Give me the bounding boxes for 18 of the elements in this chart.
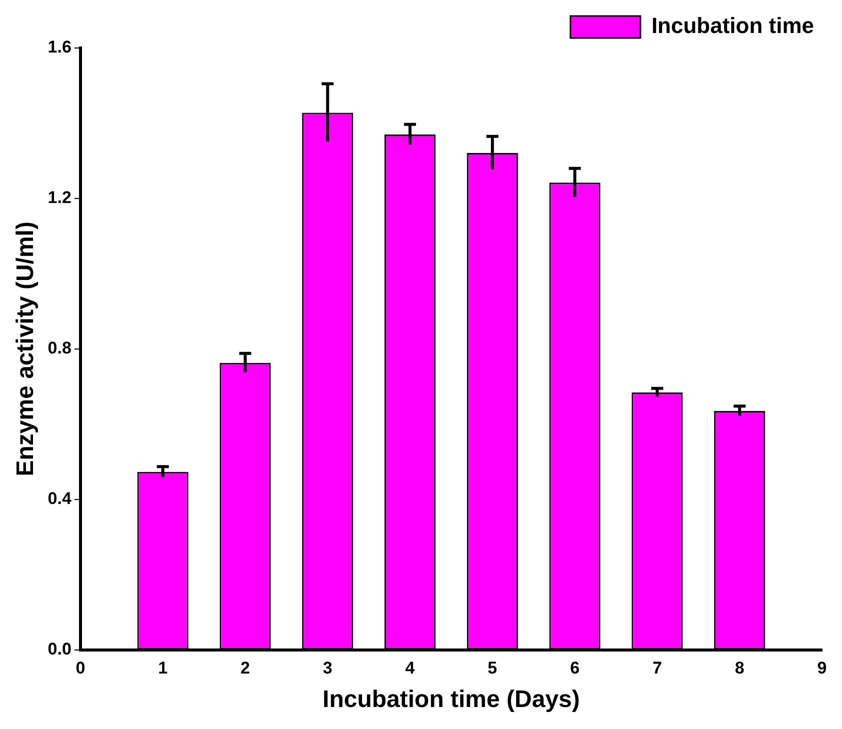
y-tick-label: 0.8: [48, 338, 72, 358]
legend-label: Incubation time: [651, 13, 814, 38]
x-tick-label: 2: [240, 658, 250, 678]
x-axis-title: Incubation time (Days): [322, 686, 580, 714]
x-tick-label: 7: [652, 658, 662, 678]
x-tick-label: 0: [76, 658, 86, 678]
y-tick-label: 0.0: [48, 639, 72, 658]
x-tick-label: 1: [158, 658, 168, 678]
x-tick-label: 4: [405, 658, 416, 678]
x-tick-label: 9: [817, 658, 827, 678]
y-axis-title: Enzyme activity (U/ml): [12, 222, 40, 476]
x-tick-label: 5: [488, 658, 498, 678]
x-tick-label: 6: [570, 658, 580, 678]
x-tick-label: 3: [322, 658, 332, 678]
x-tick-label: 8: [734, 658, 744, 678]
y-tick-label: 1.6: [48, 38, 72, 57]
y-tick-label: 1.2: [48, 188, 72, 208]
y-tick-label: 0.4: [48, 489, 72, 508]
